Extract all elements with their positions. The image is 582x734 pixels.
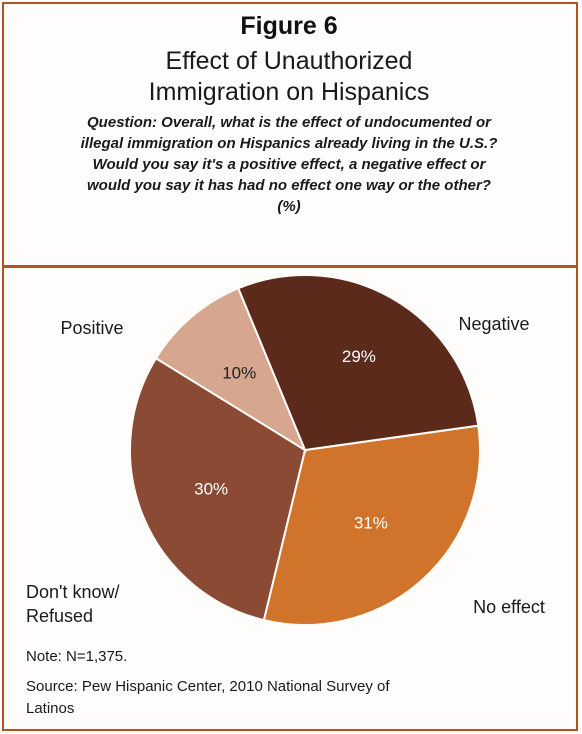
header-divider — [2, 265, 578, 268]
slice-value-label-negative: 31% — [354, 514, 388, 533]
slice-value-label-dont-know: 10% — [222, 364, 256, 383]
pie-slice-negative — [262, 424, 481, 626]
pie-slice-dont-know — [154, 286, 308, 453]
category-label-dont-know: Don't know/Refused — [26, 582, 119, 626]
pie-slice-positive — [237, 274, 480, 452]
figure-header: Figure 6 Effect of Unauthorized Immigrat… — [4, 4, 574, 263]
survey-question: Question: Overall, what is the effect of… — [18, 112, 560, 217]
figure-title-line-2: Immigration on Hispanics — [148, 78, 430, 106]
slice-value-label-positive: 29% — [342, 347, 376, 366]
question-line-5: (%) — [277, 198, 301, 215]
note-text: Note: N=1,375. — [26, 648, 128, 665]
question-line-1: Question: Overall, what is the effect of… — [87, 114, 491, 131]
slice-value-label-no-effect: 30% — [194, 480, 228, 499]
source-line-1: Source: Pew Hispanic Center, 2010 Nation… — [26, 678, 390, 695]
pie-chart: 31% 30% 10% 29% Negative No effect Don't know/… — [26, 274, 545, 626]
chart-area: 31% 30% 10% 29% Negative No effect Don't know/… — [4, 268, 574, 728]
figure-title: Effect of Unauthorized Immigration on Hi… — [4, 46, 574, 108]
question-line-3: Would you say it's a positive effect, a … — [92, 156, 486, 173]
category-label-positive: Positive — [60, 318, 123, 338]
source-line-2: Latinos — [26, 700, 75, 717]
figure-number: Figure 6 — [240, 12, 338, 40]
figure-title-line-1: Effect of Unauthorized — [165, 47, 413, 75]
category-label-negative: Negative — [458, 314, 529, 334]
question-line-2: illegal immigration on Hispanics already… — [80, 135, 498, 152]
question-line-4: would you say it has had no effect one w… — [87, 177, 491, 194]
category-label-no-effect: No effect — [473, 597, 545, 617]
